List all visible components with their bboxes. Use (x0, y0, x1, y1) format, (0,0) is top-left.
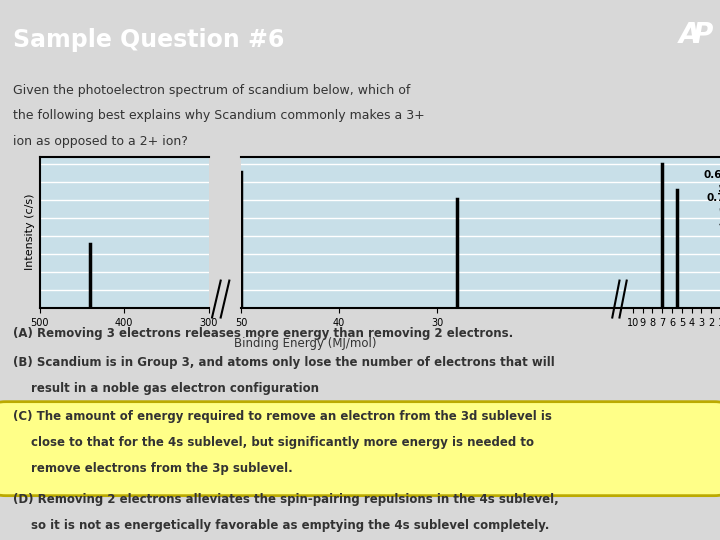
Text: 0.63: 0.63 (703, 170, 720, 194)
Text: remove electrons from the 3p sublevel.: remove electrons from the 3p sublevel. (31, 462, 293, 476)
Y-axis label: Intensity (c/s): Intensity (c/s) (25, 194, 35, 271)
Text: Given the photoelectron spectrum of scandium below, which of: Given the photoelectron spectrum of scan… (13, 84, 410, 97)
Text: result in a noble gas electron configuration: result in a noble gas electron configura… (31, 382, 319, 395)
Text: (C) The amount of energy required to remove an electron from the 3d sublevel is: (C) The amount of energy required to rem… (13, 410, 552, 423)
Text: (A) Removing 3 electrons releases more energy than removing 2 electrons.: (A) Removing 3 electrons releases more e… (13, 327, 513, 340)
Text: (B) Scandium is in Group 3, and atoms only lose the number of electrons that wil: (B) Scandium is in Group 3, and atoms on… (13, 356, 554, 369)
Text: (D) Removing 2 electrons alleviates the spin-pairing repulsions in the 4s sublev: (D) Removing 2 electrons alleviates the … (13, 493, 559, 506)
Text: ion as opposed to a 2+ ion?: ion as opposed to a 2+ ion? (13, 135, 188, 148)
Text: so it is not as energetically favorable as emptying the 4s sublevel completely.: so it is not as energetically favorable … (31, 519, 549, 532)
Text: P: P (693, 21, 713, 49)
Text: Sample Question #6: Sample Question #6 (13, 28, 284, 52)
Text: A: A (678, 21, 700, 49)
Text: Binding Energy (MJ/mol): Binding Energy (MJ/mol) (234, 338, 377, 350)
Text: close to that for the 4s sublevel, but significantly more energy is needed to: close to that for the 4s sublevel, but s… (31, 436, 534, 449)
Text: 0.77: 0.77 (706, 193, 720, 228)
Text: the following best explains why Scandium commonly makes a 3+: the following best explains why Scandium… (13, 110, 425, 123)
FancyBboxPatch shape (0, 402, 720, 496)
